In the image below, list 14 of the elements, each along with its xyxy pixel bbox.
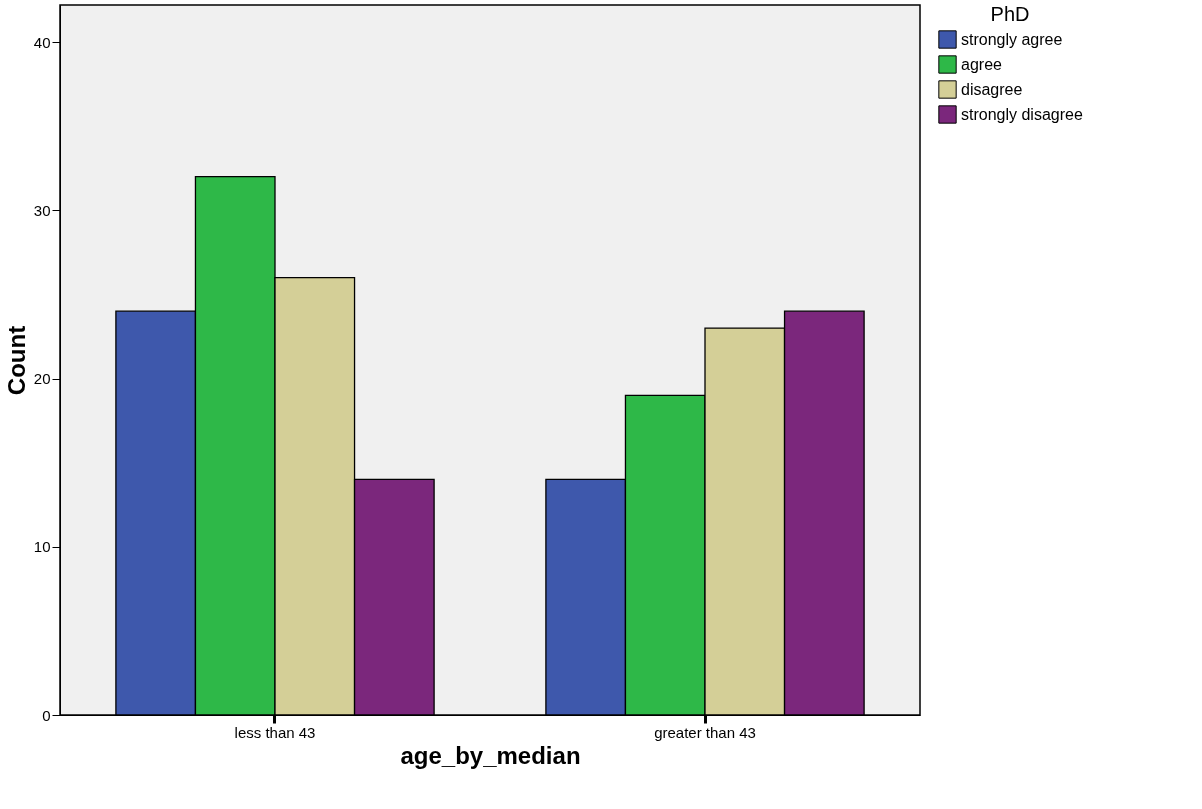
x-tick-label: greater than 43 — [654, 723, 756, 741]
legend-label: strongly agree — [961, 30, 1063, 48]
y-tick-label: 10 — [33, 538, 51, 556]
legend-label: agree — [961, 55, 1003, 73]
y-tick-label: 0 — [42, 706, 51, 724]
y-axis-title: Count — [2, 325, 30, 396]
x-axis-title: age_by_median — [400, 741, 581, 769]
legend-label: disagree — [961, 80, 1023, 98]
legend-label: strongly disagree — [961, 105, 1083, 123]
y-tick-label: 40 — [33, 33, 51, 51]
x-tick-label: less than 43 — [234, 723, 316, 741]
y-tick-label: 30 — [33, 201, 51, 219]
y-tick-label: 20 — [33, 370, 51, 388]
legend-title: PhD — [990, 3, 1030, 25]
